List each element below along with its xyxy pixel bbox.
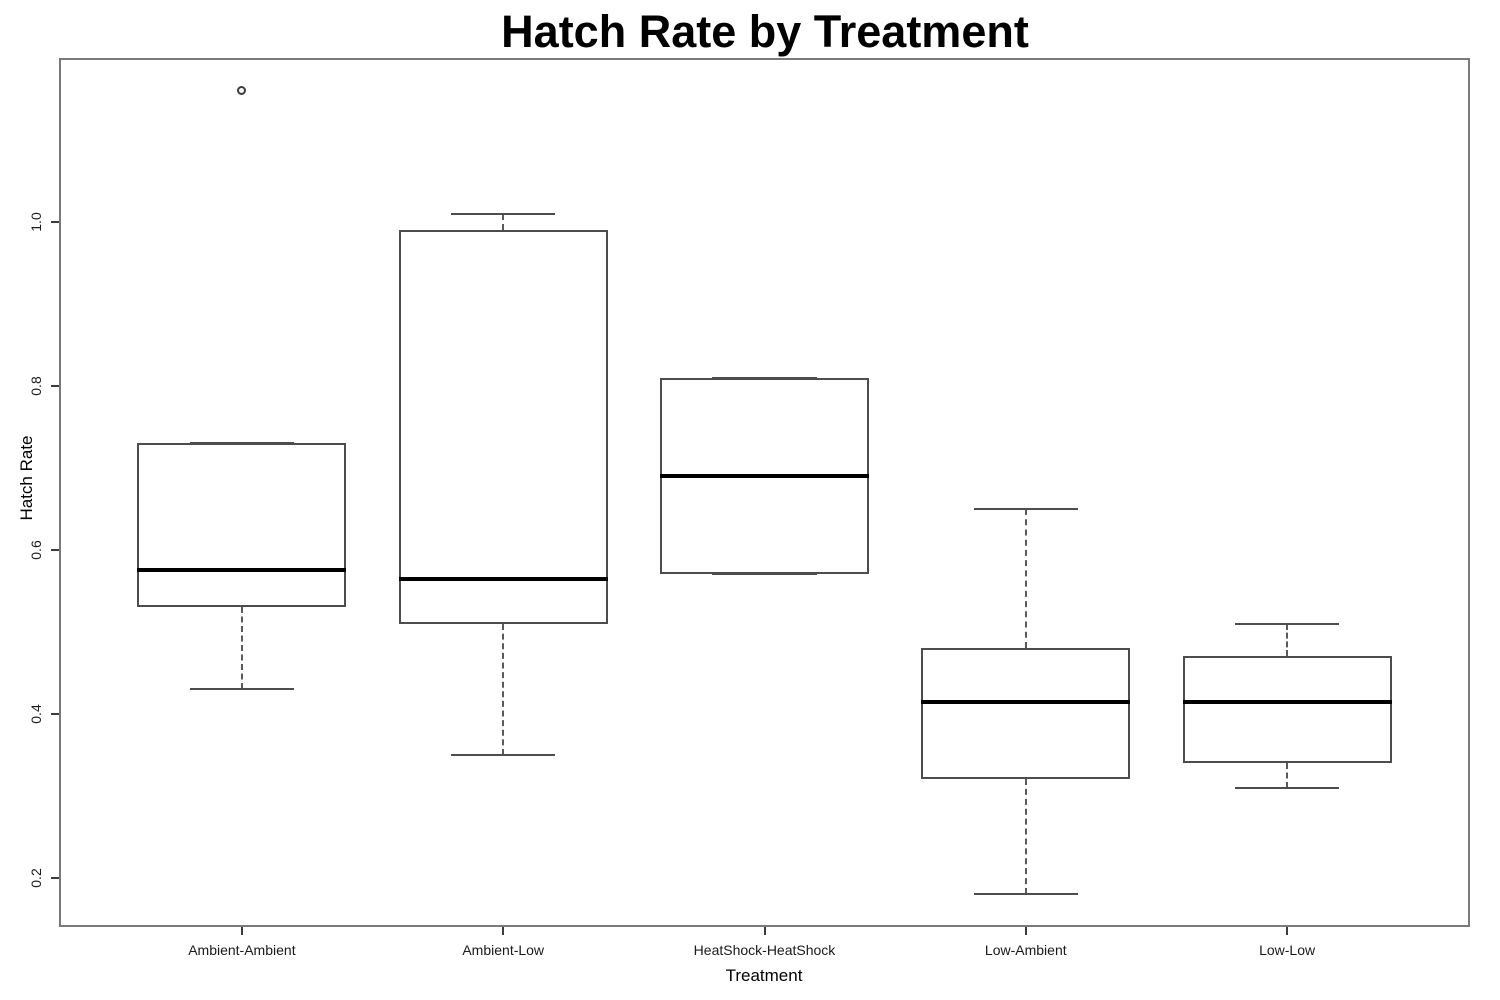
median-ambient-ambient bbox=[137, 568, 347, 573]
lower-whisker-ambient-low bbox=[502, 623, 505, 755]
x-axis-tick bbox=[1024, 927, 1027, 935]
y-axis-tick-label: 1.0 bbox=[28, 212, 44, 232]
median-low-low bbox=[1182, 699, 1392, 704]
y-axis-tick-label: 0.4 bbox=[28, 704, 44, 724]
y-axis-tick-label: 0.8 bbox=[28, 376, 44, 396]
x-axis-tick bbox=[1286, 927, 1289, 935]
lower-whisker-cap-low-ambient bbox=[973, 893, 1079, 896]
upper-whisker-cap-ambient-low bbox=[450, 212, 556, 215]
lower-whisker-cap-heatshock-heatshock bbox=[712, 573, 817, 576]
median-ambient-low bbox=[398, 576, 608, 581]
y-axis-tick-label: 0.2 bbox=[28, 868, 44, 888]
x-axis-tick-label-ambient-ambient: Ambient-Ambient bbox=[188, 942, 296, 958]
box-low-ambient bbox=[921, 648, 1131, 780]
outlier-point-ambient-ambient bbox=[237, 86, 247, 96]
x-axis-tick-label-heatshock-heatshock: HeatShock-HeatShock bbox=[693, 942, 836, 958]
y-axis-tick bbox=[51, 384, 59, 387]
lower-whisker-low-low bbox=[1286, 763, 1289, 788]
x-axis-tick bbox=[502, 927, 505, 935]
y-axis-tick bbox=[51, 712, 59, 715]
box-ambient-ambient bbox=[137, 443, 347, 608]
upper-whisker-cap-low-low bbox=[1234, 622, 1340, 625]
median-low-ambient bbox=[921, 699, 1131, 704]
y-axis-tick bbox=[51, 876, 59, 879]
lower-whisker-cap-ambient-low bbox=[450, 753, 556, 756]
lower-whisker-low-ambient bbox=[1024, 779, 1027, 895]
upper-whisker-ambient-low bbox=[502, 213, 505, 231]
y-axis-tick-label: 0.6 bbox=[28, 540, 44, 560]
x-axis-tick bbox=[763, 927, 766, 935]
box-low-low bbox=[1182, 656, 1392, 764]
upper-whisker-low-ambient bbox=[1024, 508, 1027, 649]
x-axis-tick-label-ambient-low: Ambient-Low bbox=[462, 942, 545, 958]
x-axis-tick-label-low-ambient: Low-Ambient bbox=[984, 942, 1067, 958]
x-axis-tick-label-low-low: Low-Low bbox=[1259, 942, 1316, 958]
y-axis-tick bbox=[51, 548, 59, 551]
box-ambient-low bbox=[398, 230, 608, 624]
x-axis-label: Treatment bbox=[725, 966, 803, 985]
upper-whisker-low-low bbox=[1286, 623, 1289, 657]
lower-whisker-cap-low-low bbox=[1234, 786, 1340, 789]
y-axis-tick bbox=[51, 220, 59, 223]
chart-title: Hatch Rate by Treatment bbox=[501, 6, 1029, 57]
x-axis-tick bbox=[240, 927, 243, 935]
median-heatshock-heatshock bbox=[659, 474, 869, 479]
lower-whisker-cap-ambient-ambient bbox=[189, 688, 295, 691]
lower-whisker-ambient-ambient bbox=[240, 607, 243, 690]
upper-whisker-cap-low-ambient bbox=[973, 507, 1079, 510]
